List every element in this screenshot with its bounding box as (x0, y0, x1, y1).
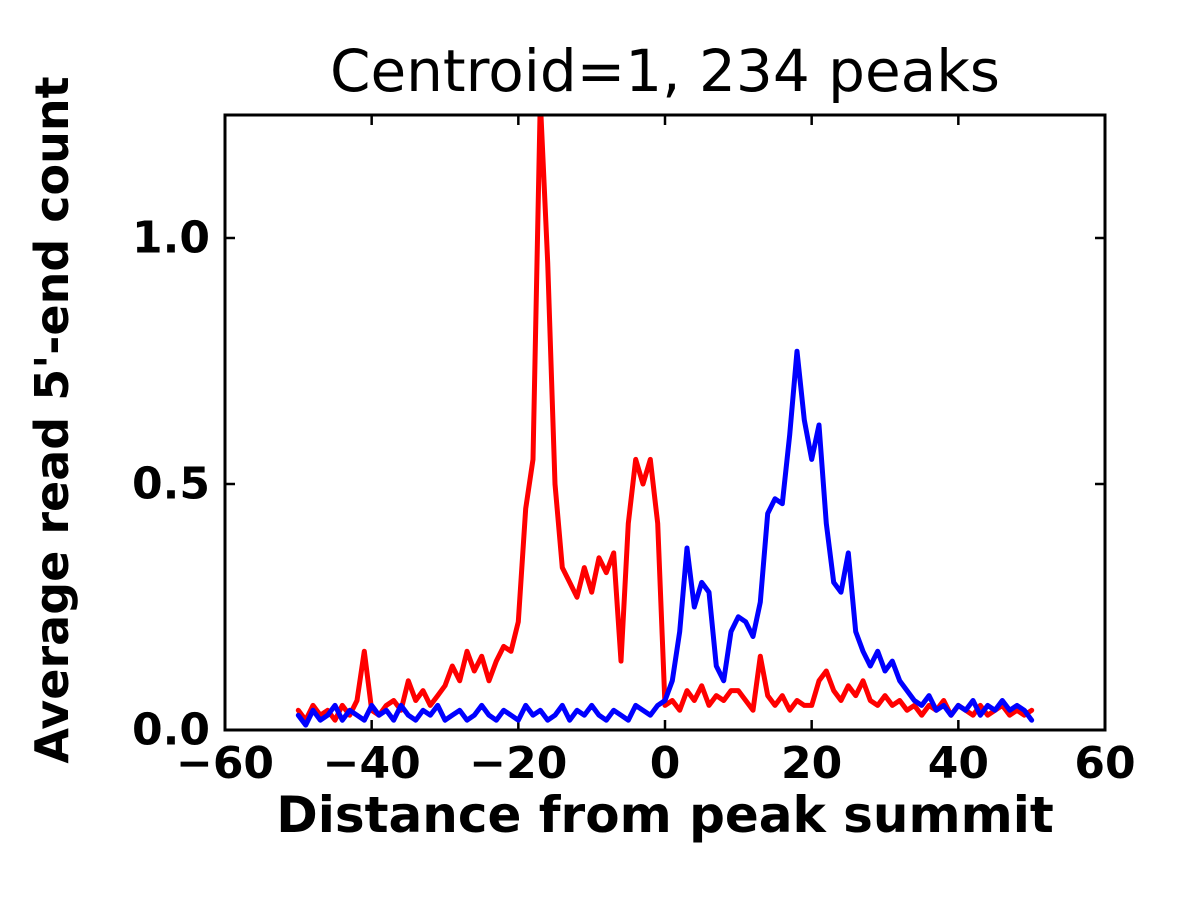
red-series-line (295, 115, 1035, 723)
y-tick-label: 1.0 (132, 212, 210, 264)
chart-title: Centroid=1, 234 peaks (329, 37, 1001, 105)
x-tick-label: 60 (1074, 738, 1136, 789)
x-tick-label: −40 (322, 738, 421, 789)
y-tick-label: 0.0 (132, 704, 210, 756)
x-tick-label: 40 (927, 738, 989, 789)
x-tick-label: 0 (649, 738, 681, 789)
y-tick-label: 0.5 (132, 458, 210, 510)
x-tick-label: −20 (469, 738, 568, 789)
x-axis-label: Distance from peak summit (276, 786, 1054, 844)
x-tick-label: 20 (781, 738, 843, 789)
x-tick-label: −60 (175, 738, 275, 789)
blue-series-line (295, 348, 1035, 728)
